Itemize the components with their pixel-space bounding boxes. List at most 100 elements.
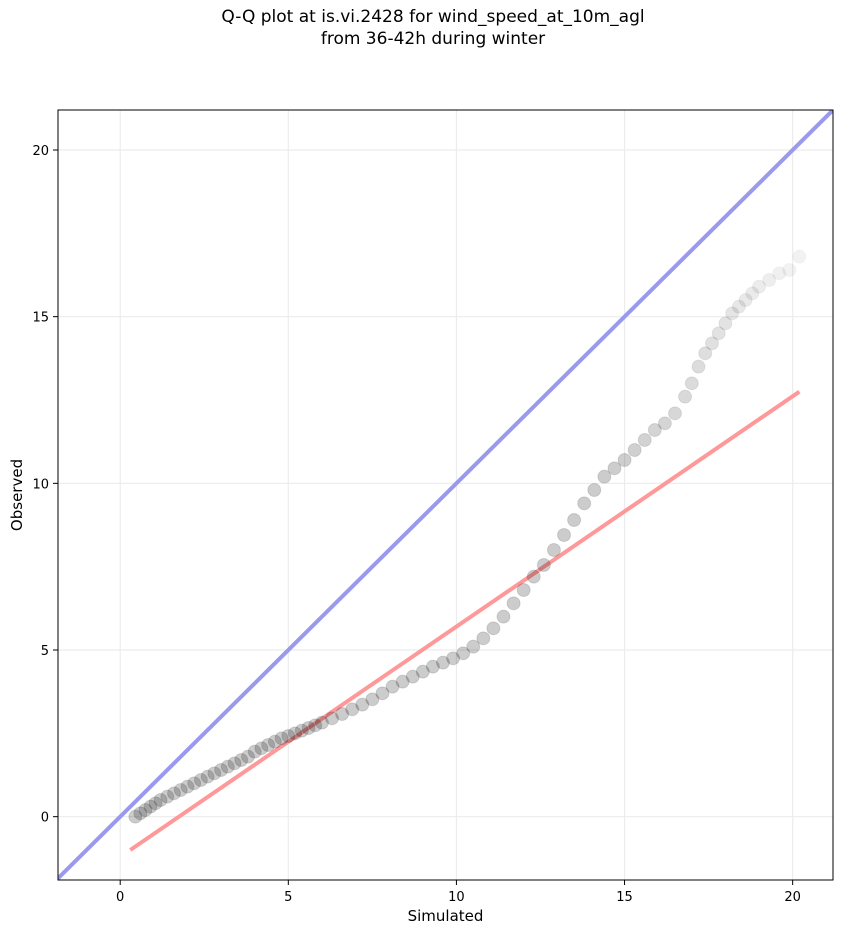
fit-line bbox=[129, 390, 801, 852]
data-point bbox=[536, 558, 551, 572]
data-point bbox=[355, 697, 370, 712]
data-point bbox=[187, 776, 202, 791]
data-point bbox=[567, 513, 582, 527]
data-point bbox=[180, 779, 195, 794]
quantile-points bbox=[128, 250, 806, 824]
data-point bbox=[557, 528, 572, 542]
y-tick-label: 10 bbox=[32, 477, 49, 492]
data-point bbox=[375, 686, 390, 701]
x-tick-label: 0 bbox=[116, 890, 124, 905]
data-point bbox=[704, 336, 719, 351]
x-axis-label: Simulated bbox=[408, 907, 484, 925]
data-point bbox=[731, 299, 746, 314]
data-point bbox=[365, 692, 380, 707]
identity-line bbox=[58, 110, 833, 880]
data-point bbox=[657, 416, 672, 431]
data-point bbox=[214, 763, 229, 777]
grid bbox=[58, 110, 833, 880]
y-tick-label: 15 bbox=[32, 311, 49, 326]
data-point bbox=[597, 469, 612, 484]
data-point bbox=[207, 766, 222, 781]
chart-subtitle: from 36-42h during winter bbox=[320, 29, 546, 49]
data-point bbox=[678, 389, 693, 404]
data-point bbox=[220, 759, 235, 774]
data-point bbox=[345, 702, 360, 717]
data-point bbox=[738, 293, 753, 307]
data-point bbox=[587, 483, 602, 497]
x-tick-label: 20 bbox=[784, 890, 801, 905]
data-point bbox=[577, 496, 592, 511]
data-point bbox=[607, 461, 622, 476]
data-point bbox=[506, 596, 521, 611]
data-point bbox=[425, 659, 440, 674]
data-point bbox=[173, 783, 188, 797]
data-point bbox=[772, 266, 786, 280]
data-point bbox=[281, 729, 296, 743]
data-point bbox=[627, 443, 642, 457]
data-point bbox=[288, 726, 303, 741]
data-point bbox=[227, 756, 242, 771]
y-tick-label: 5 bbox=[41, 644, 49, 659]
data-point bbox=[456, 646, 471, 661]
data-point bbox=[617, 453, 632, 467]
data-point bbox=[274, 731, 289, 746]
data-point bbox=[476, 631, 491, 646]
y-axis-label: Observed bbox=[8, 459, 26, 531]
data-point bbox=[415, 664, 430, 679]
data-point bbox=[133, 806, 148, 821]
data-point bbox=[691, 359, 706, 374]
data-point bbox=[128, 809, 143, 824]
data-point bbox=[405, 669, 420, 684]
data-point bbox=[782, 263, 796, 277]
data-point bbox=[752, 279, 767, 294]
data-point bbox=[725, 306, 740, 321]
data-point bbox=[745, 286, 760, 301]
x-tick-label: 10 bbox=[448, 890, 465, 905]
data-point bbox=[308, 718, 323, 733]
data-point bbox=[762, 273, 776, 287]
data-point bbox=[261, 738, 276, 752]
data-point bbox=[647, 423, 662, 437]
data-point bbox=[486, 621, 501, 636]
data-point bbox=[148, 796, 163, 811]
data-point bbox=[684, 376, 699, 391]
data-point bbox=[435, 655, 450, 670]
data-point bbox=[314, 715, 329, 730]
data-point bbox=[526, 569, 541, 584]
x-tick-label: 5 bbox=[284, 890, 292, 905]
data-point bbox=[496, 609, 511, 624]
data-point bbox=[792, 250, 806, 264]
data-point bbox=[143, 799, 158, 814]
data-point bbox=[267, 734, 282, 749]
data-point bbox=[160, 789, 175, 804]
data-point bbox=[667, 406, 682, 421]
data-point bbox=[153, 793, 168, 807]
chart-title: Q-Q plot at is.vi.2428 for wind_speed_at… bbox=[221, 7, 645, 27]
data-point bbox=[335, 707, 350, 721]
y-tick-label: 20 bbox=[32, 144, 49, 159]
data-point bbox=[200, 769, 215, 784]
data-point bbox=[637, 433, 652, 447]
data-point bbox=[247, 744, 262, 759]
chart-title-block: Q-Q plot at is.vi.2428 for wind_speed_at… bbox=[0, 6, 843, 50]
data-point bbox=[325, 711, 340, 726]
reference-lines bbox=[58, 110, 833, 880]
data-point bbox=[446, 651, 461, 666]
data-point bbox=[166, 786, 181, 801]
data-point bbox=[395, 674, 410, 689]
data-point bbox=[294, 723, 309, 738]
data-point bbox=[193, 773, 208, 787]
data-point bbox=[466, 639, 481, 654]
data-point bbox=[240, 749, 255, 764]
data-point bbox=[234, 753, 249, 767]
data-point bbox=[138, 803, 153, 817]
x-tick-label: 15 bbox=[616, 890, 633, 905]
y-tick-label: 0 bbox=[41, 811, 49, 826]
data-point bbox=[718, 316, 733, 331]
data-point bbox=[301, 721, 316, 735]
data-point bbox=[698, 346, 713, 361]
data-point bbox=[254, 741, 269, 756]
data-point bbox=[711, 326, 726, 341]
axis-ticks: 0 5 10 15 20 0 5 10 15 20 bbox=[32, 144, 800, 905]
